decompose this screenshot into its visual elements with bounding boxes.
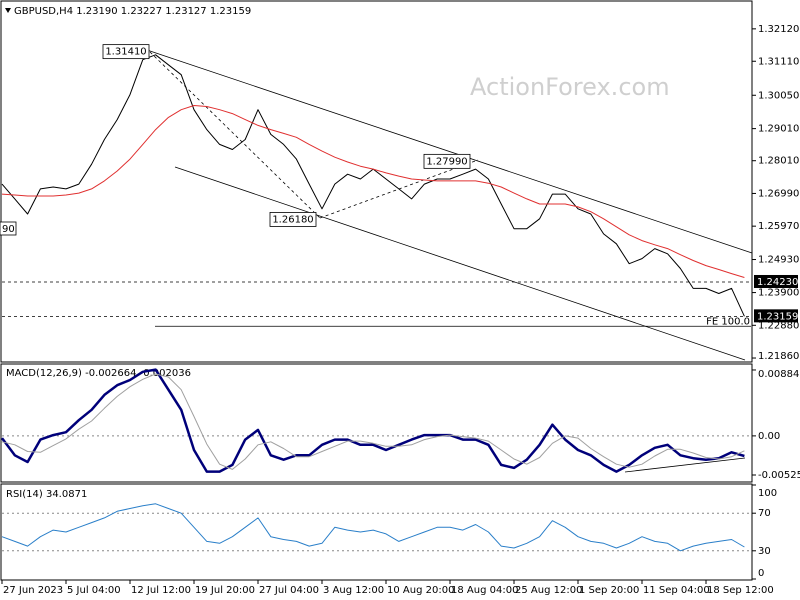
- rsi-title: RSI(14) 34.0871: [6, 489, 87, 500]
- watermark: ActionForex.com: [470, 73, 670, 101]
- chart-title: GBPUSD,H4 1.23190 1.23227 1.23127 1.2315…: [14, 6, 251, 17]
- y-tick-label: 1.26990: [758, 188, 799, 199]
- fib-label: FE 100.0: [706, 316, 750, 327]
- y-tick-label: 100: [758, 488, 777, 499]
- y-tick-label: 1.32120: [758, 24, 799, 35]
- series-line: [1, 105, 745, 278]
- level-label: 1.24230: [757, 277, 798, 288]
- series-line: [1, 373, 745, 470]
- peak-label: 1.26180: [272, 214, 313, 225]
- x-tick-label: 3 Aug 12:00: [323, 585, 384, 596]
- title-icon: [5, 8, 11, 13]
- macd-panel: [0, 363, 753, 483]
- x-tick-label: 12 Jul 12:00: [131, 585, 191, 596]
- x-tick-label: 18 Aug 04:00: [451, 585, 518, 596]
- y-tick-label: 30: [758, 546, 771, 557]
- x-tick-label: 27 Jul 04:00: [259, 585, 319, 596]
- peak-box: [102, 44, 150, 60]
- channel-upper: [146, 49, 753, 254]
- price-panel: [0, 0, 753, 363]
- edge-label: 90: [2, 224, 15, 235]
- y-tick-label: 1.28010: [758, 156, 799, 167]
- level-box: [754, 309, 798, 323]
- x-tick-label: 11 Sep 04:00: [643, 585, 710, 596]
- series-line: [1, 503, 745, 552]
- x-tick-label: 25 Aug 12:00: [515, 585, 582, 596]
- y-tick-label: 1.23900: [758, 288, 799, 299]
- peak-box: [423, 153, 471, 169]
- fib-leg: [149, 51, 321, 219]
- macd-title: MACD(12,26,9) -0.002664 -0.002036: [6, 368, 191, 379]
- y-tick-label: 0: [758, 568, 764, 579]
- peak-label: 1.31410: [105, 47, 146, 58]
- channel-lower: [174, 166, 746, 361]
- x-tick-label: 1 Sep 20:00: [579, 585, 639, 596]
- y-tick-label: 70: [758, 508, 771, 519]
- level-box: [754, 274, 798, 288]
- y-tick-label: 1.24930: [758, 255, 799, 266]
- x-tick-label: 19 Jul 20:00: [195, 585, 255, 596]
- y-tick-label: 1.29010: [758, 124, 799, 135]
- y-tick-label: 0.00: [758, 431, 780, 442]
- divergence-line: [624, 457, 746, 473]
- y-tick-label: 1.31110: [758, 56, 799, 67]
- y-tick-label: 1.25970: [758, 221, 799, 232]
- y-tick-label: 1.30050: [758, 90, 799, 101]
- series-line: [0, 368, 745, 473]
- x-tick-label: 18 Sep 12:00: [707, 585, 774, 596]
- peak-box: [269, 212, 317, 227]
- y-tick-label: 0.008846: [758, 369, 800, 380]
- x-tick-label: 10 Aug 20:00: [387, 585, 454, 596]
- y-tick-label: 1.21860: [758, 351, 799, 362]
- rsi-panel: [0, 483, 753, 581]
- y-tick-label: -0.005252: [758, 470, 800, 481]
- level-label: 1.23159: [757, 311, 798, 322]
- y-tick-label: 1.22880: [758, 320, 799, 331]
- x-tick-label: 5 Jul 04:00: [67, 585, 121, 596]
- x-tick-label: 27 Jun 2023: [3, 585, 63, 596]
- edge-label-box: [0, 221, 17, 236]
- peak-label: 1.27990: [426, 156, 467, 167]
